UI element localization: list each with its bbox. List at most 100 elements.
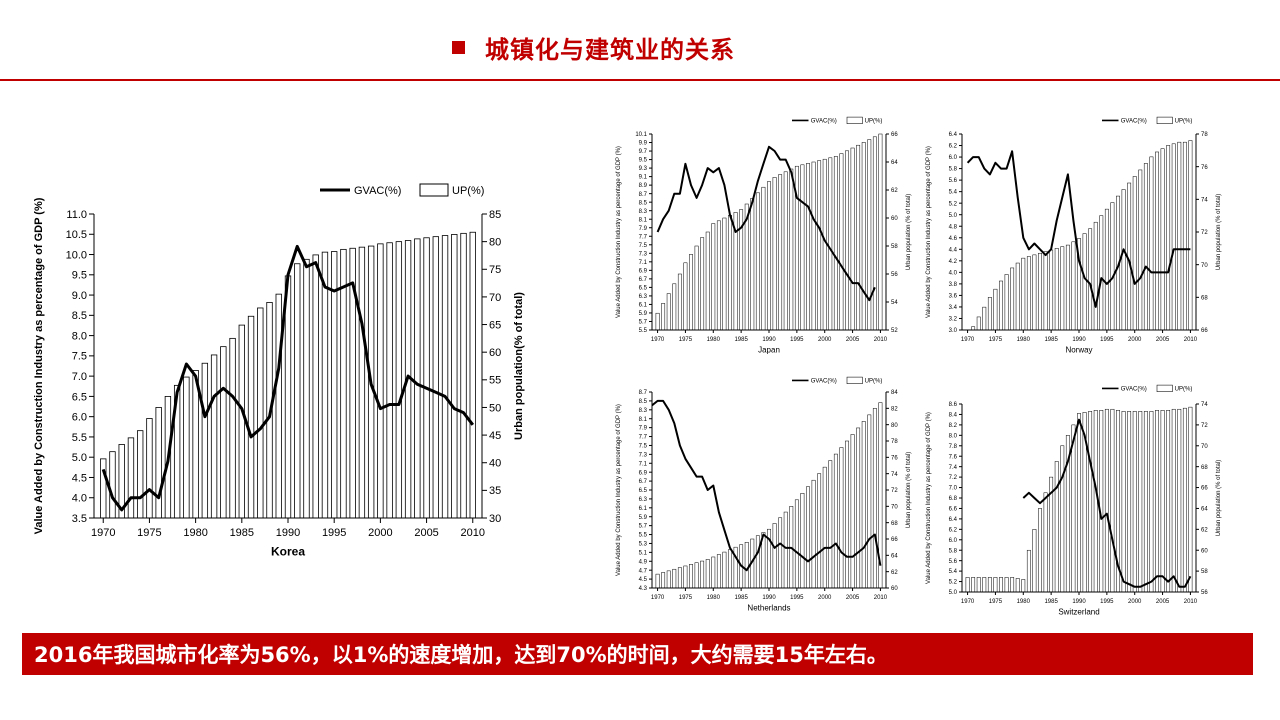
up-bar: [1177, 141, 1182, 331]
up-bar: [778, 174, 783, 331]
up-bar: [294, 263, 301, 519]
left-tick-label: 4.8: [949, 224, 958, 230]
right-tick-label: 66: [1201, 328, 1208, 334]
up-bar: [395, 241, 403, 519]
up-bar: [1015, 262, 1020, 331]
up-bar: [993, 577, 998, 593]
up-bar: [1038, 508, 1042, 593]
up-bar: [689, 254, 693, 331]
left-tick-label: 5.7: [639, 320, 648, 326]
left-tick-label: 6.2: [949, 527, 958, 533]
up-bar: [1132, 411, 1137, 593]
left-tick-label: 5.4: [949, 190, 958, 196]
up-bar: [451, 234, 458, 519]
right-tick-label: 78: [1201, 132, 1208, 138]
up-bar: [1132, 176, 1137, 331]
slide-header: 城镇化与建筑业的关系: [0, 0, 1280, 82]
up-bar: [867, 414, 872, 589]
up-bar: [1032, 254, 1037, 331]
x-tick-label: 2000: [818, 595, 832, 601]
left-tick-label: 7.6: [949, 454, 958, 460]
left-tick-label: 6.0: [949, 538, 958, 544]
left-tick-label: 5.6: [949, 559, 958, 565]
up-bar: [1026, 256, 1031, 331]
x-tick-label: 2010: [874, 337, 888, 343]
chart-title: Switzerland: [1058, 608, 1099, 617]
up-bar: [689, 564, 693, 589]
up-bar: [845, 440, 849, 589]
x-tick-label: 1995: [790, 337, 804, 343]
right-tick-label: 70: [1201, 263, 1208, 269]
left-tick-label: 6.8: [949, 496, 958, 502]
up-bar: [1038, 252, 1042, 331]
x-tick-label: 1970: [961, 337, 975, 343]
left-tick-label: 6.5: [72, 391, 87, 403]
right-tick-label: 66: [891, 132, 898, 138]
up-bar: [414, 238, 421, 519]
up-bar: [783, 511, 788, 589]
up-bar: [971, 577, 976, 593]
up-bar: [822, 466, 827, 589]
left-tick-label: 6.0: [949, 155, 958, 161]
left-tick-label: 8.3: [639, 408, 648, 414]
right-tick-label: 35: [489, 485, 501, 497]
up-bar: [229, 337, 236, 519]
left-tick-label: 8.5: [639, 399, 648, 405]
up-bar: [744, 203, 749, 331]
up-bar: [238, 324, 245, 519]
up-bar: [993, 288, 998, 331]
right-tick-label: 55: [489, 375, 501, 387]
left-tick-label: 5.8: [949, 548, 958, 554]
right-tick-label: 58: [891, 244, 898, 250]
left-tick-label: 7.5: [639, 243, 648, 249]
right-tick-label: 76: [1201, 165, 1208, 171]
up-bar: [878, 133, 883, 331]
right-tick-label: 84: [891, 390, 898, 396]
left-tick-label: 5.1: [639, 550, 648, 556]
left-tick-label: 6.5: [639, 285, 648, 291]
gvac-line: [101, 244, 474, 512]
x-tick-label: 1980: [1017, 337, 1031, 343]
left-tick-label: 7.5: [72, 351, 87, 363]
right-tick-label: 64: [891, 160, 898, 166]
up-bar: [794, 499, 799, 589]
up-bar: [872, 136, 877, 331]
up-bar: [806, 486, 810, 589]
x-tick-label: 1970: [651, 595, 665, 601]
up-bar: [1171, 408, 1176, 593]
up-bar: [1077, 413, 1081, 593]
x-tick-label: 1975: [137, 527, 161, 539]
right-tick-label: 60: [489, 347, 501, 359]
up-bar: [700, 237, 705, 331]
up-bar: [460, 232, 467, 519]
y2-axis-label: Urban population (% of total): [1216, 460, 1222, 536]
legend-up-swatch: [1156, 384, 1173, 392]
up-bar: [833, 156, 838, 331]
left-tick-label: 4.4: [949, 247, 958, 253]
right-tick-label: 70: [1201, 444, 1208, 450]
left-tick-label: 6.2: [949, 144, 958, 150]
right-tick-label: 72: [1201, 230, 1208, 236]
left-tick-label: 11.0: [66, 209, 87, 221]
right-tick-label: 58: [1201, 569, 1208, 575]
x-tick-label: 2010: [874, 595, 888, 601]
up-bar: [1093, 410, 1098, 593]
up-bar: [772, 177, 777, 331]
up-bar: [833, 453, 838, 589]
up-bar: [469, 231, 476, 519]
x-tick-label: 1985: [734, 337, 748, 343]
left-tick-label: 8.9: [639, 183, 648, 189]
up-bar: [1188, 406, 1193, 593]
up-bar: [1143, 163, 1148, 331]
chart-title: Norway: [1065, 346, 1092, 355]
up-bar: [1049, 249, 1054, 331]
up-bar: [778, 517, 783, 589]
up-bar: [677, 567, 682, 589]
left-tick-label: 6.6: [949, 507, 958, 513]
right-tick-label: 68: [1201, 465, 1208, 471]
x-tick-label: 1990: [1072, 337, 1086, 343]
up-bar: [1104, 408, 1109, 593]
legend-up-swatch: [419, 183, 449, 197]
chart-svg: 3.5 4.0 4.5 5.0 5.5 6.0 6.5 7.0 7.5 8.0 8.5 9.0 9.5 1…: [33, 183, 525, 559]
left-tick-label: 5.5: [639, 328, 648, 334]
